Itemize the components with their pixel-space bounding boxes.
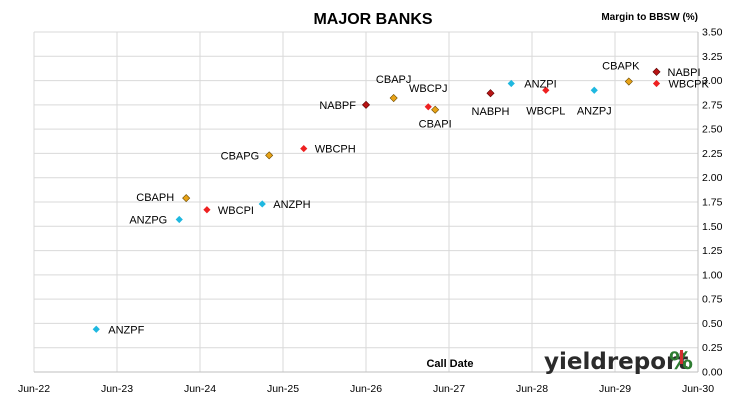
point-label-wbcpj: WBCPJ — [409, 83, 448, 95]
logo-text: yieldreport — [544, 349, 688, 375]
x-tick-label: Jun-29 — [599, 383, 631, 395]
y-tick-label: 0.00 — [702, 367, 723, 379]
point-cbaph — [182, 194, 191, 203]
y-tick-label: 1.25 — [702, 245, 723, 257]
data-points — [92, 67, 661, 333]
x-axis-title: Call Date — [426, 358, 473, 370]
y-tick-label: 3.00 — [702, 75, 723, 87]
point-label-anzpg: ANZPG — [129, 214, 167, 226]
point-label-anzph: ANZPH — [273, 199, 310, 211]
x-tick-label: Jun-25 — [267, 383, 299, 395]
point-label-cbapg: CBAPG — [221, 150, 260, 162]
x-tick-label: Jun-26 — [350, 383, 382, 395]
point-anzpi — [507, 79, 515, 88]
point-cbapg — [265, 151, 274, 160]
y-tick-label: 1.50 — [702, 221, 723, 233]
chart-title: MAJOR BANKS — [313, 11, 432, 28]
y-tick-label: 1.75 — [702, 197, 723, 209]
point-label-anzpf: ANZPF — [108, 324, 144, 336]
point-cbapj — [389, 94, 398, 103]
point-wbcph — [300, 144, 308, 153]
point-nabpf — [361, 100, 371, 109]
point-label-nabpf: NABPF — [319, 100, 356, 112]
point-label-wbcph: WBCPH — [315, 144, 356, 156]
x-tick-label: Jun-27 — [433, 383, 465, 395]
point-wbcpi — [203, 206, 211, 214]
point-label-cbaph: CBAPH — [136, 192, 174, 204]
point-anzpf — [92, 325, 100, 333]
point-cbapk — [624, 77, 633, 86]
point-anzpg — [175, 215, 183, 224]
point-label-nabph: NABPH — [472, 106, 510, 118]
y-tick-label: 1.00 — [702, 269, 723, 281]
y-tick-label: 2.75 — [702, 99, 723, 111]
point-nabpi — [652, 67, 661, 76]
y-tick-label: 0.25 — [702, 342, 723, 354]
point-label-wbcpi: WBCPI — [218, 205, 254, 217]
point-anzph — [258, 200, 266, 208]
y-tick-label: 0.50 — [702, 318, 723, 330]
gridlines — [33, 31, 699, 372]
point-label-cbapi: CBAPI — [419, 119, 452, 131]
point-cbapi — [431, 105, 440, 114]
y-tick-labels: 0.00 0.25 0.50 0.75 1.00 1.25 1.50 1.75 2.00 2.25… — [702, 27, 723, 379]
x-tick-label: Jun-23 — [101, 383, 133, 395]
point-label-wbcpl: WBCPL — [526, 105, 565, 117]
y-tick-label: 3.25 — [702, 51, 723, 63]
point-label-anzpi: ANZPI — [524, 78, 556, 90]
yieldreport-logo: yieldreport % — [544, 347, 693, 375]
point-label-cbapk: CBAPK — [602, 61, 640, 73]
point-wbcpj — [424, 103, 432, 111]
y-tick-label: 2.50 — [702, 124, 723, 136]
point-label-nabpi: NABPI — [668, 67, 701, 79]
y-tick-label: 2.25 — [702, 148, 723, 160]
x-tick-label: Jun-24 — [184, 383, 216, 395]
x-tick-label: Jun-30 — [682, 383, 714, 395]
y-axis-title: Margin to BBSW (%) — [601, 12, 698, 23]
point-wbcpl — [542, 86, 550, 94]
y-tick-label: 3.50 — [702, 27, 723, 39]
point-label-wbcpk: WBCPK — [669, 78, 710, 90]
y-tick-label: 2.00 — [702, 172, 723, 184]
point-wbcpk — [652, 79, 661, 88]
x-tick-label: Jun-22 — [18, 383, 50, 395]
point-label-cbapj: CBAPJ — [376, 74, 411, 86]
logo-accent-bar — [680, 350, 683, 364]
point-label-anzpj: ANZPJ — [577, 105, 612, 117]
x-tick-label: Jun-28 — [516, 383, 548, 395]
point-nabph — [486, 89, 495, 98]
point-labels: ANZPF ANZPG CBAPH WBCPI ANZPH CBAPG WBCPH NABPF… — [108, 61, 709, 337]
x-tick-labels: Jun-22 Jun-23 Jun-24 Jun-25 Jun-26 Jun-27 Jun-… — [18, 383, 714, 395]
point-anzpj — [590, 86, 598, 94]
y-tick-label: 0.75 — [702, 294, 723, 306]
axes — [34, 32, 699, 373]
